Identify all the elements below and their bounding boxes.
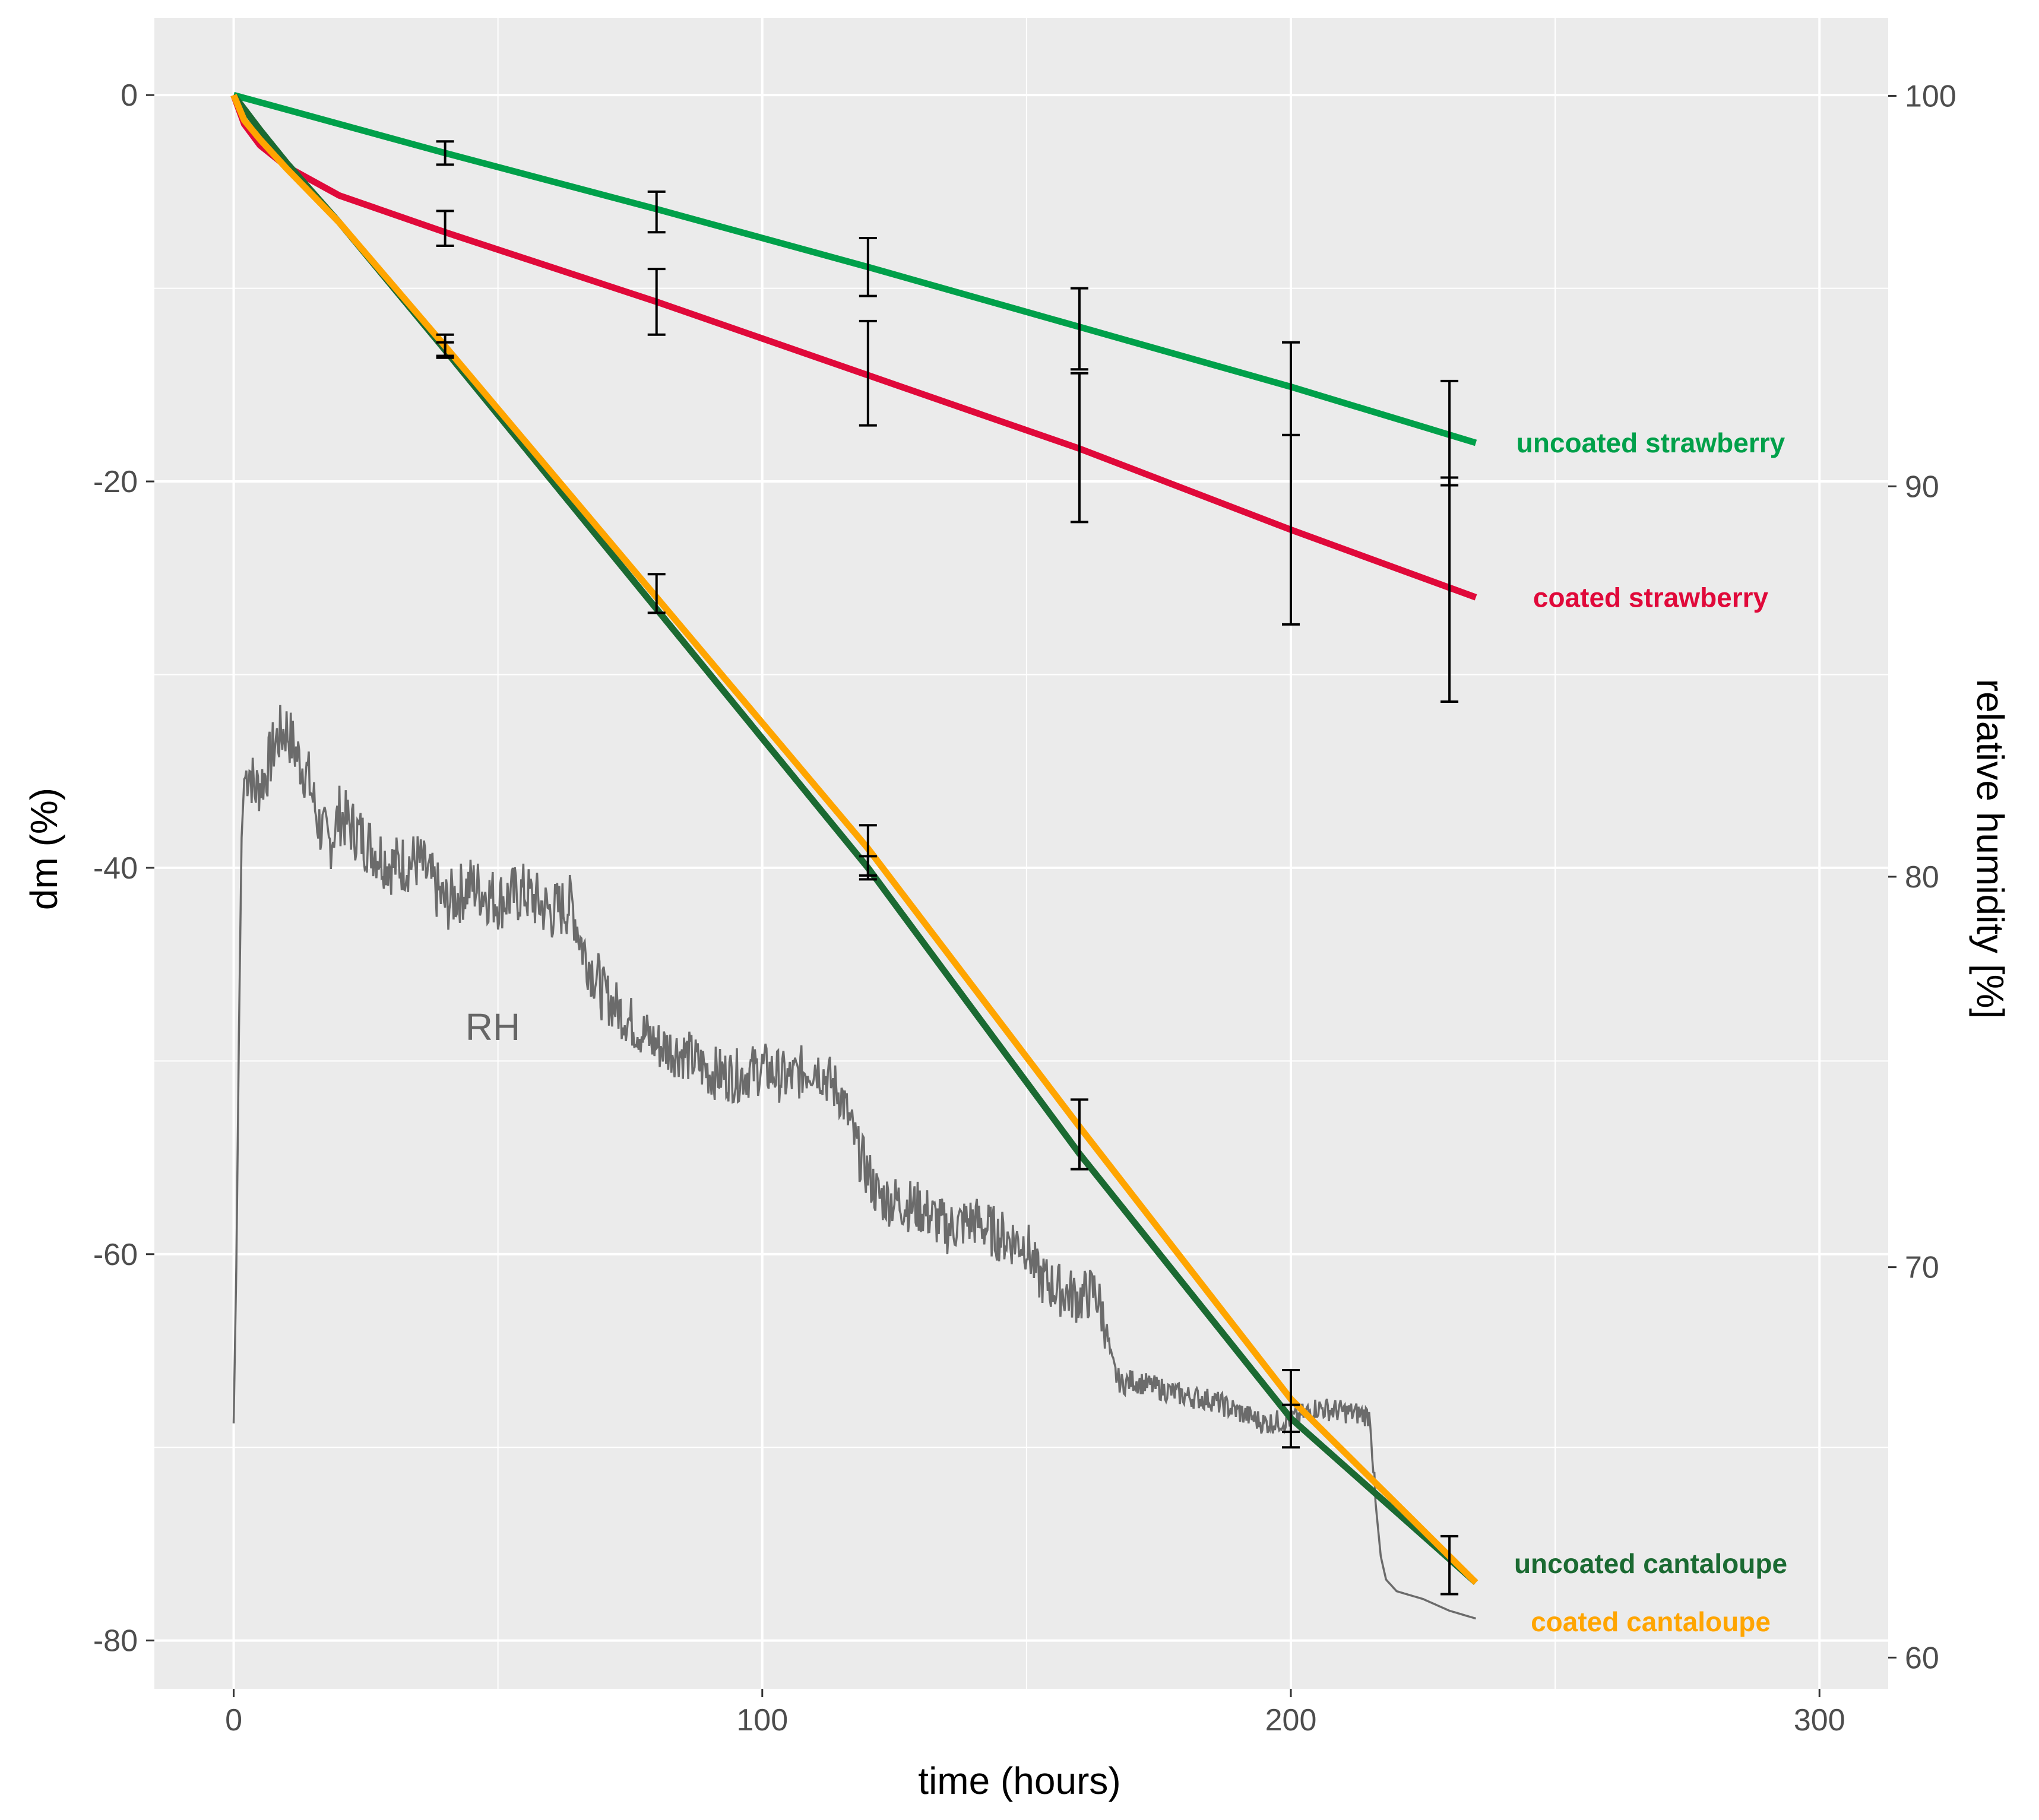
y2-tick-label: 70 [1905,1251,1939,1285]
x-tick-label: 0 [225,1703,242,1737]
x-axis: 0 100 200 300 [225,1689,1845,1737]
errorbar-layer [436,140,1459,1596]
series-line-rh [232,705,1477,1620]
y-tick-label: 0 [121,78,138,113]
series-label-coated-cantaloupe: coated cantaloupe [1531,1606,1771,1637]
y2-tick-label: 90 [1905,470,1939,504]
y-axis-title: dm (%) [23,788,65,910]
x-tick-label: 100 [736,1703,788,1737]
series-label-uncoated-strawberry: uncoated strawberry [1516,427,1785,458]
y2-tick-label: 60 [1905,1641,1939,1675]
x-axis-title: time (hours) [918,1759,1120,1802]
series-labels: uncoated strawberry coated strawberry unco… [1514,427,1787,1637]
series-line-uncoated-cantaloupe [231,93,1478,1586]
rh-annotation: RH [466,1006,520,1048]
plot-panel [154,18,1888,1689]
y-tick-label: -20 [93,465,138,499]
x-tick-label: 300 [1794,1703,1845,1737]
y-tick-label: -40 [93,851,138,886]
minor-gridlines [154,18,1888,1689]
y-tick-label: -80 [93,1624,138,1659]
y2-tick-label: 100 [1905,80,1956,114]
y2-tick-label: 80 [1905,860,1939,895]
series-label-coated-strawberry: coated strawberry [1533,582,1769,613]
x-tick-label: 200 [1265,1703,1317,1737]
series-label-uncoated-cantaloupe: uncoated cantaloupe [1514,1548,1787,1579]
y-axis: 0 -20 -40 -60 -80 [93,78,154,1659]
secondary-y-axis: 100 90 80 70 60 [1888,80,1956,1675]
secondary-y-axis-title: relative humidity [%] [1969,679,2012,1019]
y-tick-label: -60 [93,1238,138,1272]
